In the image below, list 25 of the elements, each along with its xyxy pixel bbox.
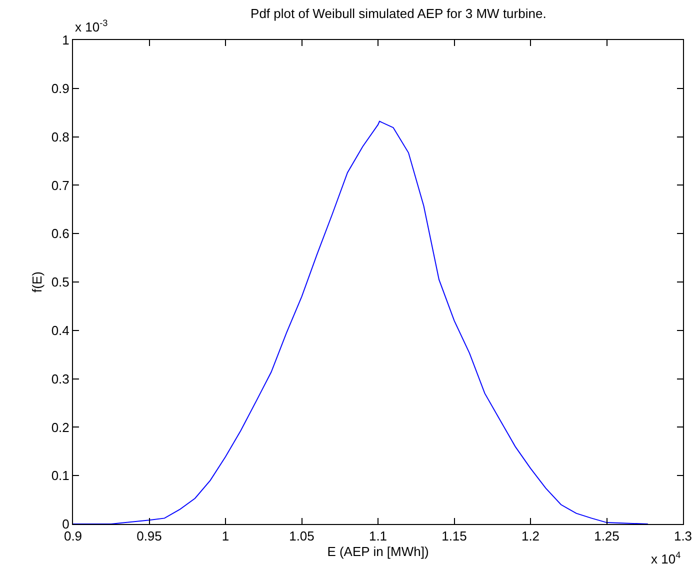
x-tick-label: 1.25 bbox=[594, 528, 620, 544]
x-tick-label: 1.15 bbox=[442, 528, 467, 544]
x-tick-label: 1.1 bbox=[368, 528, 388, 544]
x-tick-label: 0.95 bbox=[136, 528, 162, 544]
y-tick-label: 0.4 bbox=[51, 322, 70, 338]
y-tick-label: 1 bbox=[62, 32, 70, 48]
text: x 10$^{-3}$ bbox=[75, 18, 108, 34]
y-axis-title: f(E) bbox=[29, 272, 44, 292]
y-tick-label: 0.3 bbox=[51, 371, 70, 386]
y-tick-label: 0.2 bbox=[51, 420, 70, 435]
x-tick-label: 1.2 bbox=[521, 528, 540, 544]
x-tick-label: 1.05 bbox=[289, 528, 314, 544]
y-tick-label: 0.1 bbox=[51, 468, 70, 484]
y-tick-label: 0.9 bbox=[51, 80, 70, 96]
y-tick-label: 0.8 bbox=[51, 129, 70, 144]
x-tick-label: 1.3 bbox=[674, 528, 692, 544]
y-tick-label: 0.6 bbox=[51, 226, 70, 242]
chart-title: Pdf plot of Weibull simulated AEP for 3 MW turbine. bbox=[250, 6, 546, 21]
x-axis-title: E (AEP in [MWh]) bbox=[327, 544, 429, 560]
y-tick-label: 0.5 bbox=[51, 274, 70, 290]
y-tick-label: 0.7 bbox=[51, 178, 70, 193]
text: x 10$^{4}$ bbox=[651, 550, 681, 566]
x-tick-label: 1 bbox=[222, 528, 230, 544]
line-series bbox=[73, 120, 648, 524]
y-tick-label: 0 bbox=[62, 516, 70, 532]
